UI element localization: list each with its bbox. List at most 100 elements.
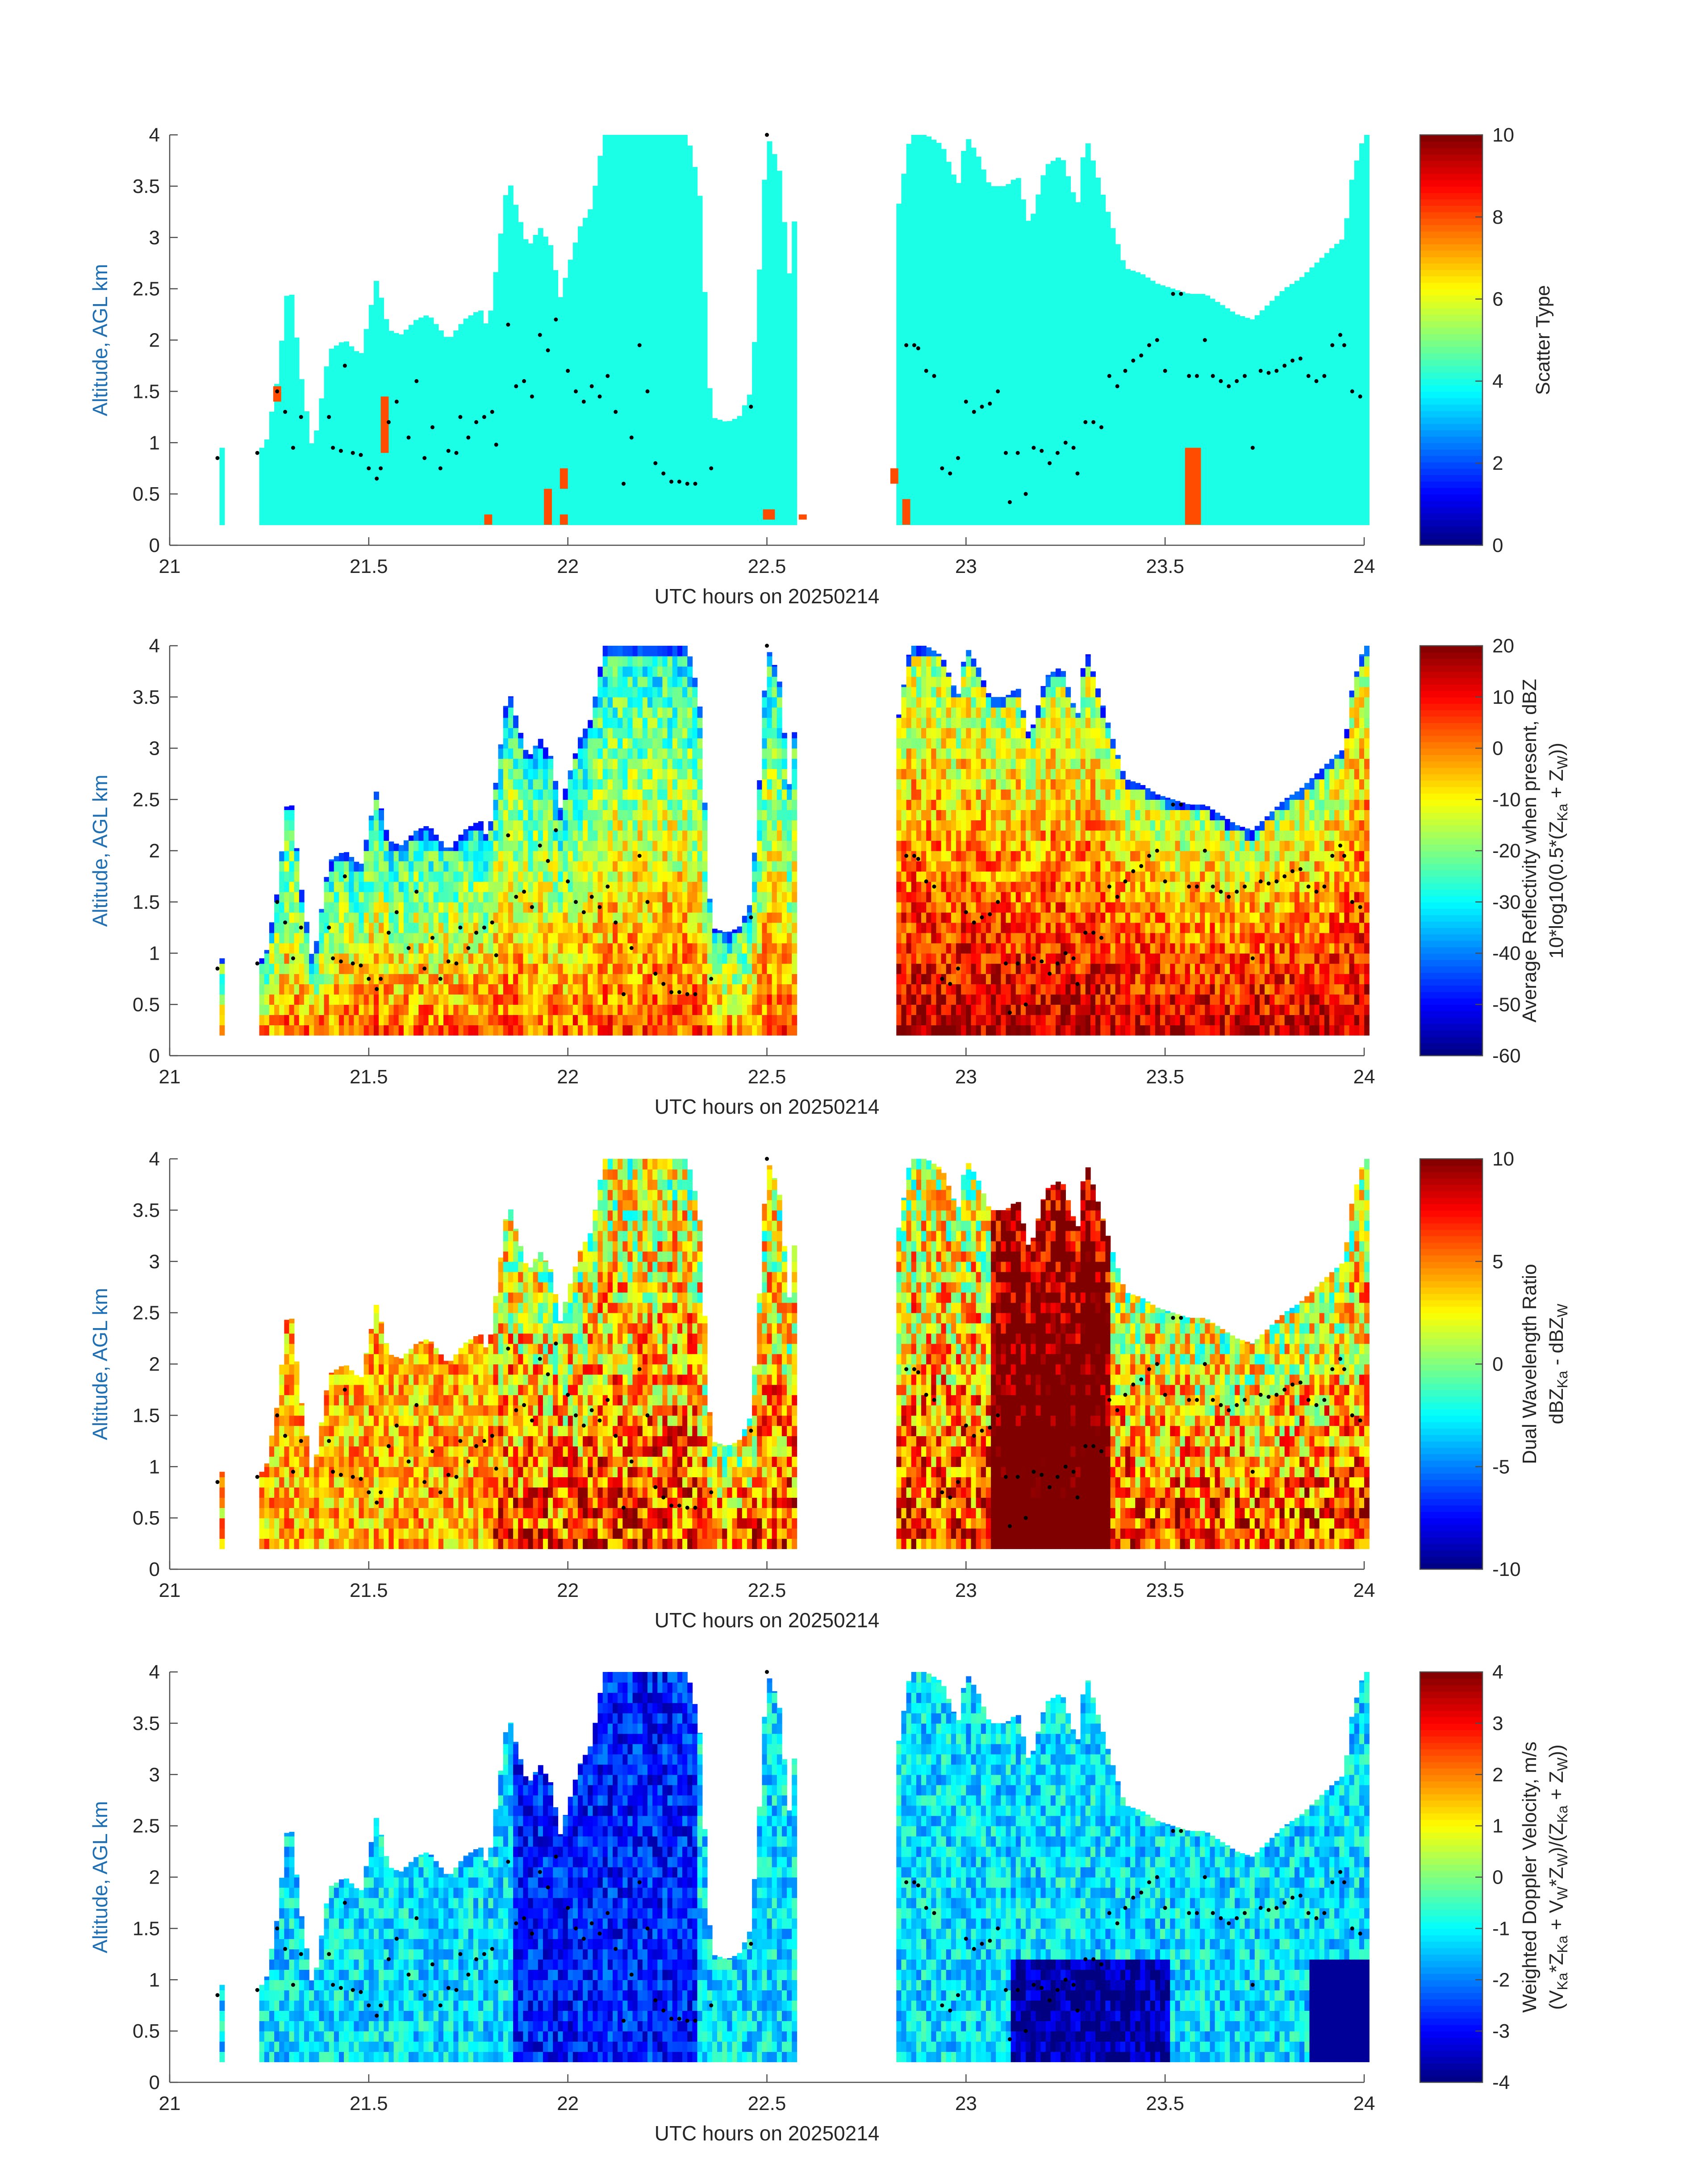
heatmap-cell — [434, 391, 439, 402]
heatmap-cell — [762, 299, 767, 310]
heatmap-cell — [752, 463, 757, 474]
heatmap-cell — [672, 155, 678, 166]
heatmap-cell — [687, 494, 693, 505]
heatmap-cell — [543, 463, 548, 474]
heatmap-cell — [388, 494, 394, 505]
heatmap-cell — [762, 258, 767, 269]
heatmap-cell — [429, 432, 434, 443]
heatmap-cell — [668, 504, 673, 515]
heatmap-cell — [488, 360, 493, 371]
heatmap-cell — [533, 238, 539, 248]
heatmap-cell — [329, 391, 334, 402]
heatmap-cell — [772, 320, 777, 330]
heatmap-cell — [434, 494, 439, 505]
heatmap-cell — [538, 248, 543, 259]
heatmap-cell — [757, 422, 762, 433]
heatmap-cell — [622, 494, 628, 505]
heatmap-cell — [627, 443, 633, 453]
heatmap-cell — [513, 371, 518, 381]
heatmap-cell — [787, 279, 792, 289]
heatmap-cell — [578, 279, 583, 289]
heatmap-cell — [473, 504, 479, 515]
heatmap-cell — [772, 494, 777, 505]
heatmap-cell — [443, 371, 449, 381]
heatmap-cell — [388, 432, 394, 443]
heatmap-cell — [792, 360, 797, 371]
heatmap-cell — [568, 268, 573, 279]
heatmap-cell — [697, 412, 703, 422]
heatmap-cell — [364, 484, 369, 494]
heatmap-cell — [787, 504, 792, 515]
heatmap-cell — [772, 309, 777, 320]
heatmap-cell — [593, 443, 598, 453]
heatmap-cell — [538, 473, 543, 484]
heatmap-cell — [772, 391, 777, 402]
heatmap-cell — [613, 432, 618, 443]
heatmap-cell — [906, 391, 912, 402]
heatmap-cell — [643, 360, 648, 371]
heatmap-cell — [324, 463, 330, 474]
heatmap-cell — [344, 443, 349, 453]
heatmap-cell — [518, 351, 523, 361]
heatmap-cell — [299, 463, 305, 474]
heatmap-cell — [493, 391, 499, 402]
heatmap-cell — [518, 381, 523, 392]
heatmap-cell — [677, 217, 683, 228]
heatmap-cell — [906, 309, 912, 320]
heatmap-cell — [652, 196, 658, 207]
heatmap-cell — [767, 155, 773, 166]
heatmap-cell — [558, 453, 563, 464]
heatmap-cell — [618, 289, 623, 300]
heatmap-cell — [478, 351, 484, 361]
heatmap-cell — [493, 299, 499, 310]
heatmap-cell — [284, 504, 289, 515]
heatmap-cell — [687, 248, 693, 259]
heatmap-cell — [652, 258, 658, 269]
heatmap-cell — [787, 289, 792, 300]
heatmap-cell — [543, 309, 548, 320]
heatmap-cell — [622, 299, 628, 310]
heatmap-cell — [503, 258, 509, 269]
heatmap-cell — [568, 279, 573, 289]
heatmap-cell — [299, 391, 305, 402]
heatmap-cell — [652, 227, 658, 238]
heatmap-cell — [394, 494, 399, 505]
heatmap-cell — [464, 360, 469, 371]
heatmap-cell — [349, 347, 354, 351]
heatmap-cell — [503, 473, 509, 484]
heatmap-cell — [662, 360, 668, 371]
heatmap-cell — [294, 473, 300, 484]
heatmap-cell — [359, 381, 364, 392]
heatmap-cell — [896, 238, 902, 248]
heatmap-cell — [613, 207, 618, 217]
heatmap-cell — [399, 463, 404, 474]
heatmap-cell — [399, 504, 404, 515]
heatmap-cell — [578, 330, 583, 341]
heatmap-cell — [687, 351, 693, 361]
heatmap-cell — [344, 371, 349, 381]
heatmap-cell — [538, 299, 543, 310]
heatmap-cell — [668, 484, 673, 494]
heatmap-cell — [434, 432, 439, 443]
heatmap-cell — [423, 494, 429, 505]
heatmap-cell — [633, 360, 638, 371]
heatmap-cell — [299, 401, 305, 412]
heatmap-cell — [478, 360, 484, 371]
heatmap-cell — [394, 484, 399, 494]
heatmap-cell — [423, 422, 429, 433]
heatmap-cell — [418, 381, 424, 392]
heatmap-cell — [369, 371, 374, 381]
heatmap-cell — [468, 453, 474, 464]
heatmap-cell — [508, 360, 514, 371]
heatmap-cell — [647, 268, 653, 279]
heatmap-cell — [657, 155, 663, 166]
heatmap-cell — [523, 340, 528, 351]
heatmap-cell — [344, 453, 349, 464]
heatmap-cell — [538, 279, 543, 289]
heatmap-cell — [448, 412, 454, 422]
heatmap-cell — [578, 227, 583, 238]
heatmap-cell — [374, 320, 379, 330]
heatmap-cell — [324, 514, 330, 525]
heatmap-cell — [603, 166, 608, 176]
heatmap-cell — [538, 371, 543, 381]
